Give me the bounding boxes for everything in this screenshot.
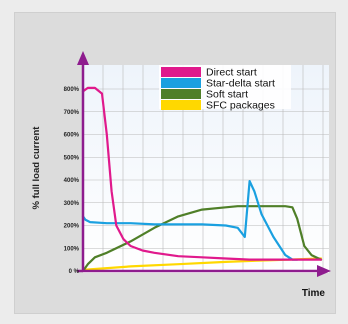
- chart-panel: 0 % 100% 200% 300% 400% 500% 600% 700% 800% % fu…: [14, 12, 336, 314]
- y-tick-label: 600%: [64, 133, 80, 139]
- series-line-direct-start: [81, 86, 323, 261]
- axes: [77, 51, 331, 277]
- series-layer: [81, 86, 323, 273]
- y-tick-label: 500%: [64, 155, 80, 161]
- y-axis-arrow: [77, 51, 89, 65]
- series-line-star-delta-start: [81, 180, 299, 261]
- x-axis-arrow: [317, 265, 331, 277]
- legend-label: Direct start: [206, 67, 257, 79]
- y-axis-label: % full load current: [31, 126, 42, 210]
- legend-label: Star-delta start: [206, 78, 275, 90]
- legend-swatch: [161, 100, 201, 110]
- legend-swatch: [161, 78, 201, 88]
- y-tick-label: 700%: [64, 110, 80, 116]
- legend-label: SFC packages: [206, 100, 275, 112]
- legend-label: Soft start: [206, 89, 248, 101]
- current-chart: 0 % 100% 200% 300% 400% 500% 600% 700% 800% % fu…: [31, 51, 331, 299]
- y-tick-label: 0 %: [69, 269, 80, 275]
- x-axis-label: Time: [302, 288, 326, 299]
- legend-swatch: [161, 67, 201, 77]
- y-tick-label: 100%: [64, 246, 80, 252]
- y-tick-label: 300%: [64, 201, 80, 207]
- y-tick-label: 800%: [64, 87, 80, 93]
- legend-swatch: [161, 89, 201, 99]
- y-tick-label: 200%: [64, 224, 80, 230]
- y-tick-label: 400%: [64, 178, 80, 184]
- series-line-soft-start: [81, 205, 323, 273]
- y-tick-labels: 0 % 100% 200% 300% 400% 500% 600% 700% 800%: [64, 87, 80, 275]
